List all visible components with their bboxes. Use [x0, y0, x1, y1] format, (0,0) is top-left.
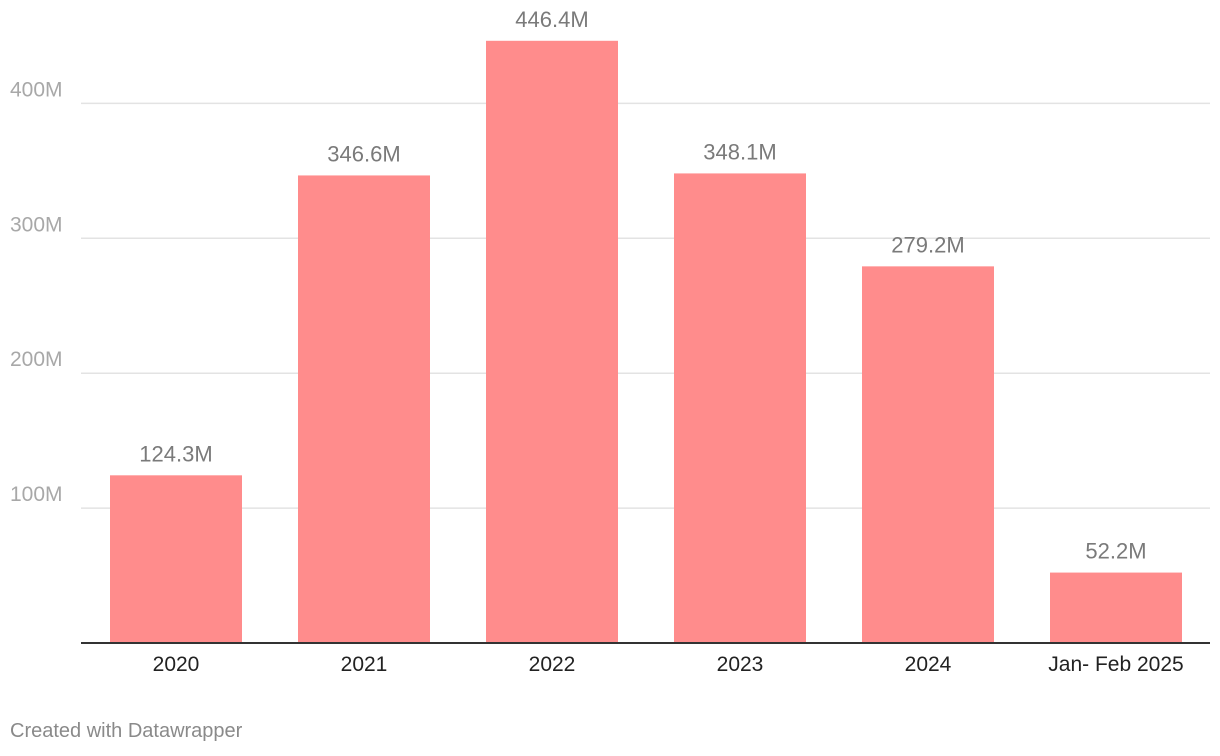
x-axis-tick-label: 2021 [341, 653, 388, 676]
y-axis-tick-label: 200M [10, 348, 63, 371]
bar-2024 [862, 266, 994, 643]
value-labels: 124.3M 346.6M 446.4M 348.1M 279.2M 52.2M [139, 7, 1146, 564]
bar-value-label: 124.3M [139, 441, 212, 466]
bar-chart: 100M 200M 300M 400M 124.3M 346.6M 446.4M 348.1… [10, 7, 1210, 676]
gridlines: 100M 200M 300M 400M [10, 78, 1210, 509]
datawrapper-credit: Created with Datawrapper [10, 720, 243, 742]
bar-value-label: 52.2M [1085, 539, 1146, 564]
bar-value-label: 279.2M [891, 232, 964, 257]
y-axis-tick-label: 100M [10, 483, 63, 506]
x-axis-tick-label: Jan- Feb 2025 [1048, 653, 1183, 676]
x-axis-tick-label: 2023 [717, 653, 764, 676]
bar-jan-feb-2025 [1050, 572, 1182, 643]
x-axis-tick-labels: 2020 2021 2022 2023 2024 Jan- Feb 2025 [153, 653, 1184, 676]
y-axis-tick-label: 300M [10, 213, 63, 236]
bar-2022 [486, 40, 618, 644]
bar-value-label: 446.4M [515, 7, 588, 32]
x-axis-tick-label: 2024 [905, 653, 952, 676]
y-axis-tick-label: 400M [10, 78, 63, 101]
bar-2023 [674, 173, 806, 644]
x-axis-tick-label: 2022 [529, 653, 576, 676]
bar-value-label: 348.1M [703, 139, 776, 164]
bar-2021 [298, 175, 430, 644]
bars [110, 40, 1182, 644]
bar-value-label: 346.6M [327, 141, 400, 166]
x-axis-tick-label: 2020 [153, 653, 200, 676]
bar-2020 [110, 475, 242, 643]
